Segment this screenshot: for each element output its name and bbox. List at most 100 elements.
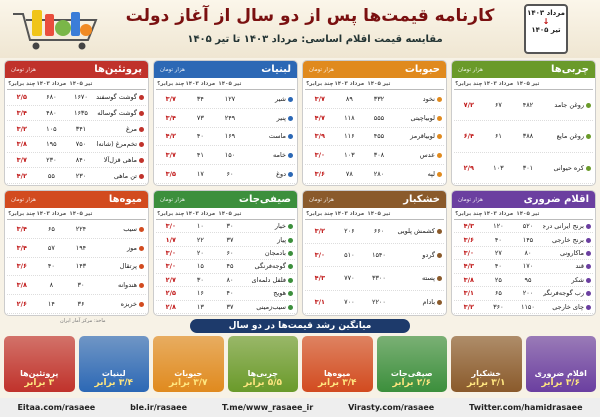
table-row: لوبیاچیتی ۵۵۵ ۱۱۸ ۴/۷ (305, 109, 444, 128)
price-new: ۶۰ (226, 170, 234, 179)
price-old: ۱۲۰ (493, 222, 504, 231)
item-name: ماکارونی (543, 249, 593, 257)
item-icon (586, 134, 591, 140)
source: ماخذ: مرکز آمار ایران (60, 318, 106, 324)
column-header: مرداد ۱۴۰۳ (36, 81, 67, 87)
table-row: خیار ۳۰ ۱۰ ۳/۰ (156, 220, 295, 234)
table-header: تیر ۱۴۰۵ مرداد ۱۴۰۳ چند برابر؟ (7, 209, 146, 220)
item-icon (139, 173, 144, 179)
panel-table: تیر ۱۴۰۵ مرداد ۱۴۰۳ چند برابر؟ روغن جامد ۴۸۲… (452, 78, 595, 185)
item-label: بادمجان (264, 249, 286, 258)
card-label: لبنیات (101, 369, 126, 378)
price-old: ۱۹۵ (46, 140, 57, 149)
table-header: تیر ۱۴۰۵ مرداد ۱۴۰۳ چند برابر؟ (156, 79, 295, 90)
item-icon (139, 226, 144, 232)
price-old: ۵۵ (47, 171, 55, 180)
panel-unit: هزار تومان (11, 196, 36, 203)
item-icon (288, 251, 293, 257)
table-row: برنج ایرانی درجه یک ۵۲۰ ۱۲۰ ۴/۳ (454, 220, 593, 234)
table-row: گوجه‌فرنگی ۴۵ ۱۵ ۳/۰ (156, 260, 295, 274)
price-old: ۴۰ (494, 262, 502, 271)
ratio: ۶/۴ (463, 132, 474, 141)
item-label: برنج ایرانی درجه یک (543, 222, 584, 231)
panel-unit: هزار تومان (160, 196, 185, 203)
item-icon (288, 277, 293, 283)
item-label: کشمش پلویی (397, 227, 435, 236)
price-new: ۱۵۴۰ (371, 250, 386, 259)
item-name: دوغ (245, 170, 295, 178)
header: کارنامه قیمت‌ها پس از دو سال از آغاز دول… (0, 0, 600, 58)
card-label: حبوبات (174, 369, 203, 378)
ratio: ۳/۶ (16, 262, 27, 271)
table-row: بادمجان ۶۰ ۲۰ ۳/۰ (156, 247, 295, 261)
item-label: گوشت گوساله (97, 109, 137, 117)
item-icon (288, 96, 293, 102)
price-old: ۷۳ (196, 113, 204, 122)
price-old: ۲۰۶ (344, 227, 355, 236)
item-name: خیار (245, 222, 295, 230)
table-row: سیب ۲۲۴ ۶۵ ۳/۴ (7, 220, 146, 239)
table-row: تن ماهی ۲۳۰ ۵۵ ۴/۲ (7, 168, 146, 185)
item-icon (288, 224, 293, 230)
summary-title: میانگین رشد قیمت‌ها در دو سال (190, 319, 410, 333)
summary-card: میوه‌ها ۳/۴ برابر (302, 336, 373, 392)
price-new: ۵۲۰ (522, 222, 534, 231)
column-header: تیر ۱۴۰۵ (367, 81, 391, 87)
card-value: ۳/۴ برابر (94, 378, 133, 388)
table-header: تیر ۱۴۰۵ مرداد ۱۴۰۳ چند برابر؟ (7, 79, 146, 90)
ratio: ۴/۳ (314, 274, 325, 283)
item-label: قند (575, 262, 584, 271)
ratio: ۴/۳ (463, 262, 474, 271)
cart-illustration (13, 10, 98, 50)
price-new: ۳۳۲ (373, 94, 385, 103)
price-new: ۱۵۰ (224, 151, 236, 160)
card-label: چربی‌ها (247, 369, 278, 378)
price-new: ۵۵۵ (373, 113, 385, 122)
price-old: ۳۴ (196, 94, 204, 103)
price-new: ۴۰ (226, 289, 234, 298)
column-header: چند برابر؟ (455, 81, 483, 87)
item-icon (437, 153, 442, 159)
card-value: ۳ برابر (24, 378, 55, 388)
price-new: ۱۶۷۰ (73, 93, 88, 102)
item-name: شکر (543, 276, 593, 284)
panels: پروتئین‌ها هزار تومان تیر ۱۴۰۵ مرداد ۱۴۰۳ چن… (4, 60, 596, 316)
item-icon (586, 304, 591, 310)
price-old: ۴۰ (196, 132, 204, 141)
item-name: گوجه‌فرنگی (245, 262, 295, 270)
item-icon (437, 134, 442, 140)
price-old: ۱۷ (196, 170, 204, 179)
table-row: فلفل دلمه‌ای ۸۰ ۳۰ ۲/۷ (156, 274, 295, 288)
ratio: ۳/۶ (463, 235, 474, 244)
item-icon (437, 115, 442, 121)
item-name: ماهی قزل‌آلا (96, 156, 146, 164)
item-label: پرتقال (119, 262, 137, 271)
ratio: ۳/۰ (463, 249, 474, 258)
summary-card: اقلام ضروری ۳/۶ برابر (525, 336, 596, 392)
card-label: صیفی‌جات (390, 369, 433, 378)
price-old: ۱۰ (196, 222, 204, 231)
summary-card: حبوبات ۳/۷ برابر (153, 336, 224, 392)
item-icon (586, 251, 591, 257)
panel-table: تیر ۱۴۰۵ مرداد ۱۴۰۳ چند برابر؟ خیار ۳۰ ۱۰ ۳/۰ پ… (154, 208, 297, 315)
table-row: پسته ۳۳۰۰ ۷۷۰ ۴/۳ (305, 267, 444, 291)
table-row: بادام ۲۲۰۰ ۷۰۰ ۳/۱ (305, 291, 444, 314)
price-old: ۲۲ (196, 235, 204, 244)
calendar-arrow: ↓ (542, 17, 550, 26)
panel-title: پروتئین‌ها (94, 64, 142, 75)
ratio: ۴/۲ (165, 132, 176, 141)
price-old: ۷۰۰ (344, 297, 355, 306)
item-label: لوبیاقرمز (410, 132, 435, 141)
item-name: لوبیاقرمز (394, 132, 444, 140)
item-name: پرتقال (96, 262, 146, 270)
price-new: ۳۰۱ (522, 163, 534, 172)
price-new: ۹۵ (524, 275, 532, 284)
item-icon (288, 153, 293, 159)
item-label: هندوانه (117, 281, 137, 290)
ratio: ۳/۷ (314, 94, 325, 103)
table-row: تخم‌مرغ (شانه‌ای) ۷۵۰ ۱۹۵ ۳/۸ (7, 137, 146, 153)
panel-unit: هزار تومان (309, 66, 334, 73)
item-icon (288, 134, 293, 140)
ratio: ۳/۵ (165, 170, 176, 179)
ratio: ۳/۷ (165, 94, 176, 103)
